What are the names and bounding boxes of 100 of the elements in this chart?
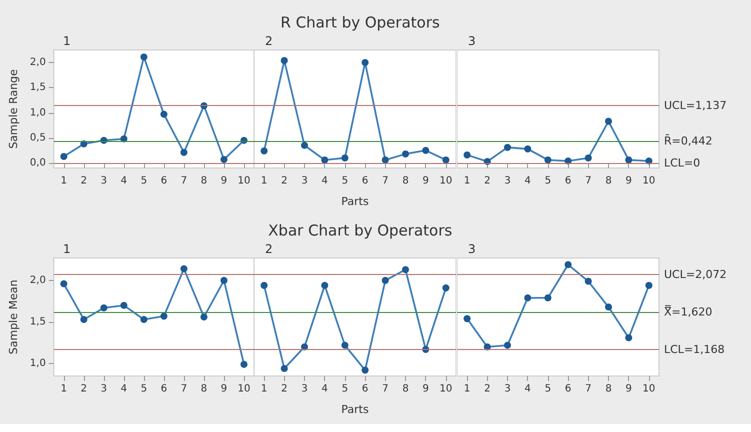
x-tick-label: 1 xyxy=(464,176,470,186)
point xyxy=(604,304,612,311)
point xyxy=(604,118,612,125)
x-tick-label: 4 xyxy=(120,384,128,394)
x-tick-label: 8 xyxy=(402,384,410,394)
x-tick-label: 3 xyxy=(504,384,510,394)
point xyxy=(624,156,632,164)
y-tick-label: 2,0 xyxy=(30,274,46,286)
x-tick-label: 4 xyxy=(322,176,328,186)
x-tick-label: 8 xyxy=(200,384,208,394)
y-tick-label: 1,0 xyxy=(30,107,46,118)
x-tick-label: 5 xyxy=(140,176,148,186)
point xyxy=(524,294,531,302)
x-tick-label: 5 xyxy=(544,176,551,186)
x-tick-label: 3 xyxy=(302,176,308,186)
x-tick-label: 2 xyxy=(80,384,88,394)
y-tick-label: 0,5 xyxy=(30,132,46,144)
x-tick-label: 1 xyxy=(464,384,470,394)
point xyxy=(382,156,390,164)
x-tick-label: 10 xyxy=(642,384,655,394)
point xyxy=(422,146,430,154)
point xyxy=(260,147,268,154)
point xyxy=(504,342,511,349)
x-axis-title: Parts xyxy=(342,195,370,208)
y-axis-title: Sample Range xyxy=(7,68,20,149)
ref-line-label: LCL=1,168 xyxy=(664,342,724,356)
y-tick-label: 0,0 xyxy=(30,157,46,168)
point xyxy=(362,366,369,374)
x-tick-label: 2 xyxy=(484,384,490,394)
x-tick-label: 6 xyxy=(564,384,571,394)
point xyxy=(160,312,168,320)
chart-subtitle: 3 xyxy=(468,242,476,256)
ref-line-label: X̿=1,620 xyxy=(664,304,712,319)
point xyxy=(342,154,349,162)
point xyxy=(544,294,552,302)
x-tick-label: 5 xyxy=(140,384,148,394)
ref-line-label: R̄=0,442 xyxy=(664,133,712,148)
chart-subtitle: 1 xyxy=(63,34,71,48)
point xyxy=(160,110,168,118)
x-tick-label: 6 xyxy=(362,176,369,186)
x-tick-label: 4 xyxy=(120,176,128,186)
point xyxy=(281,365,288,372)
x-tick-label: 8 xyxy=(604,176,612,186)
x-tick-label: 7 xyxy=(382,176,389,186)
y-tick-label: 1,5 xyxy=(30,316,46,328)
point xyxy=(301,142,308,149)
x-tick-label: 5 xyxy=(544,384,551,394)
x-tick-label: 6 xyxy=(362,384,369,394)
x-tick-label: 2 xyxy=(281,384,288,394)
point xyxy=(220,156,228,163)
chart-subtitle: 1 xyxy=(63,242,71,256)
point xyxy=(402,266,410,274)
point xyxy=(322,156,329,164)
point xyxy=(544,156,552,164)
chart-subtitle: 2 xyxy=(265,242,273,256)
point xyxy=(382,276,390,284)
x-tick-label: 6 xyxy=(160,176,168,186)
point xyxy=(584,154,592,162)
point xyxy=(60,152,68,160)
x-tick-label: 3 xyxy=(302,384,308,394)
x-tick-label: 7 xyxy=(584,176,592,186)
point xyxy=(260,282,268,289)
point xyxy=(564,261,572,268)
point xyxy=(140,316,148,323)
chart-subtitle: 2 xyxy=(265,34,273,48)
y-tick-label: 1,5 xyxy=(30,82,46,94)
x-tick-label: 4 xyxy=(524,176,531,186)
chart-subtitle: 3 xyxy=(468,34,476,48)
point xyxy=(240,360,248,368)
chart-title: R Chart by Operators xyxy=(280,14,440,32)
x-tick-label: 5 xyxy=(342,176,348,186)
x-tick-label: 3 xyxy=(504,176,510,186)
x-tick-label: 1 xyxy=(60,176,67,186)
x-tick-label: 9 xyxy=(220,176,228,186)
y-axis-title: Sample Mean xyxy=(7,280,20,354)
x-tick-label: 1 xyxy=(261,384,268,394)
point xyxy=(442,284,450,292)
point xyxy=(584,278,592,285)
chart-title: Xbar Chart by Operators xyxy=(268,222,453,240)
point xyxy=(322,282,329,289)
x-tick-label: 4 xyxy=(322,384,328,394)
point xyxy=(342,342,349,349)
ref-line-label: UCL=1,137 xyxy=(664,99,726,112)
x-tick-label: 7 xyxy=(382,384,389,394)
x-tick-label: 7 xyxy=(180,176,188,186)
x-tick-label: 3 xyxy=(100,176,108,186)
x-axis-title: Parts xyxy=(342,403,370,416)
point xyxy=(220,276,228,284)
x-tick-label: 2 xyxy=(484,176,490,186)
point xyxy=(120,302,128,309)
x-tick-label: 10 xyxy=(238,176,250,186)
point xyxy=(463,315,470,322)
point xyxy=(442,156,450,164)
x-tick-label: 2 xyxy=(281,176,288,186)
point xyxy=(140,54,148,61)
point xyxy=(463,151,470,158)
x-tick-label: 1 xyxy=(60,384,67,394)
y-tick-label: 2,0 xyxy=(30,57,46,68)
x-tick-label: 6 xyxy=(160,384,168,394)
point xyxy=(80,316,88,323)
